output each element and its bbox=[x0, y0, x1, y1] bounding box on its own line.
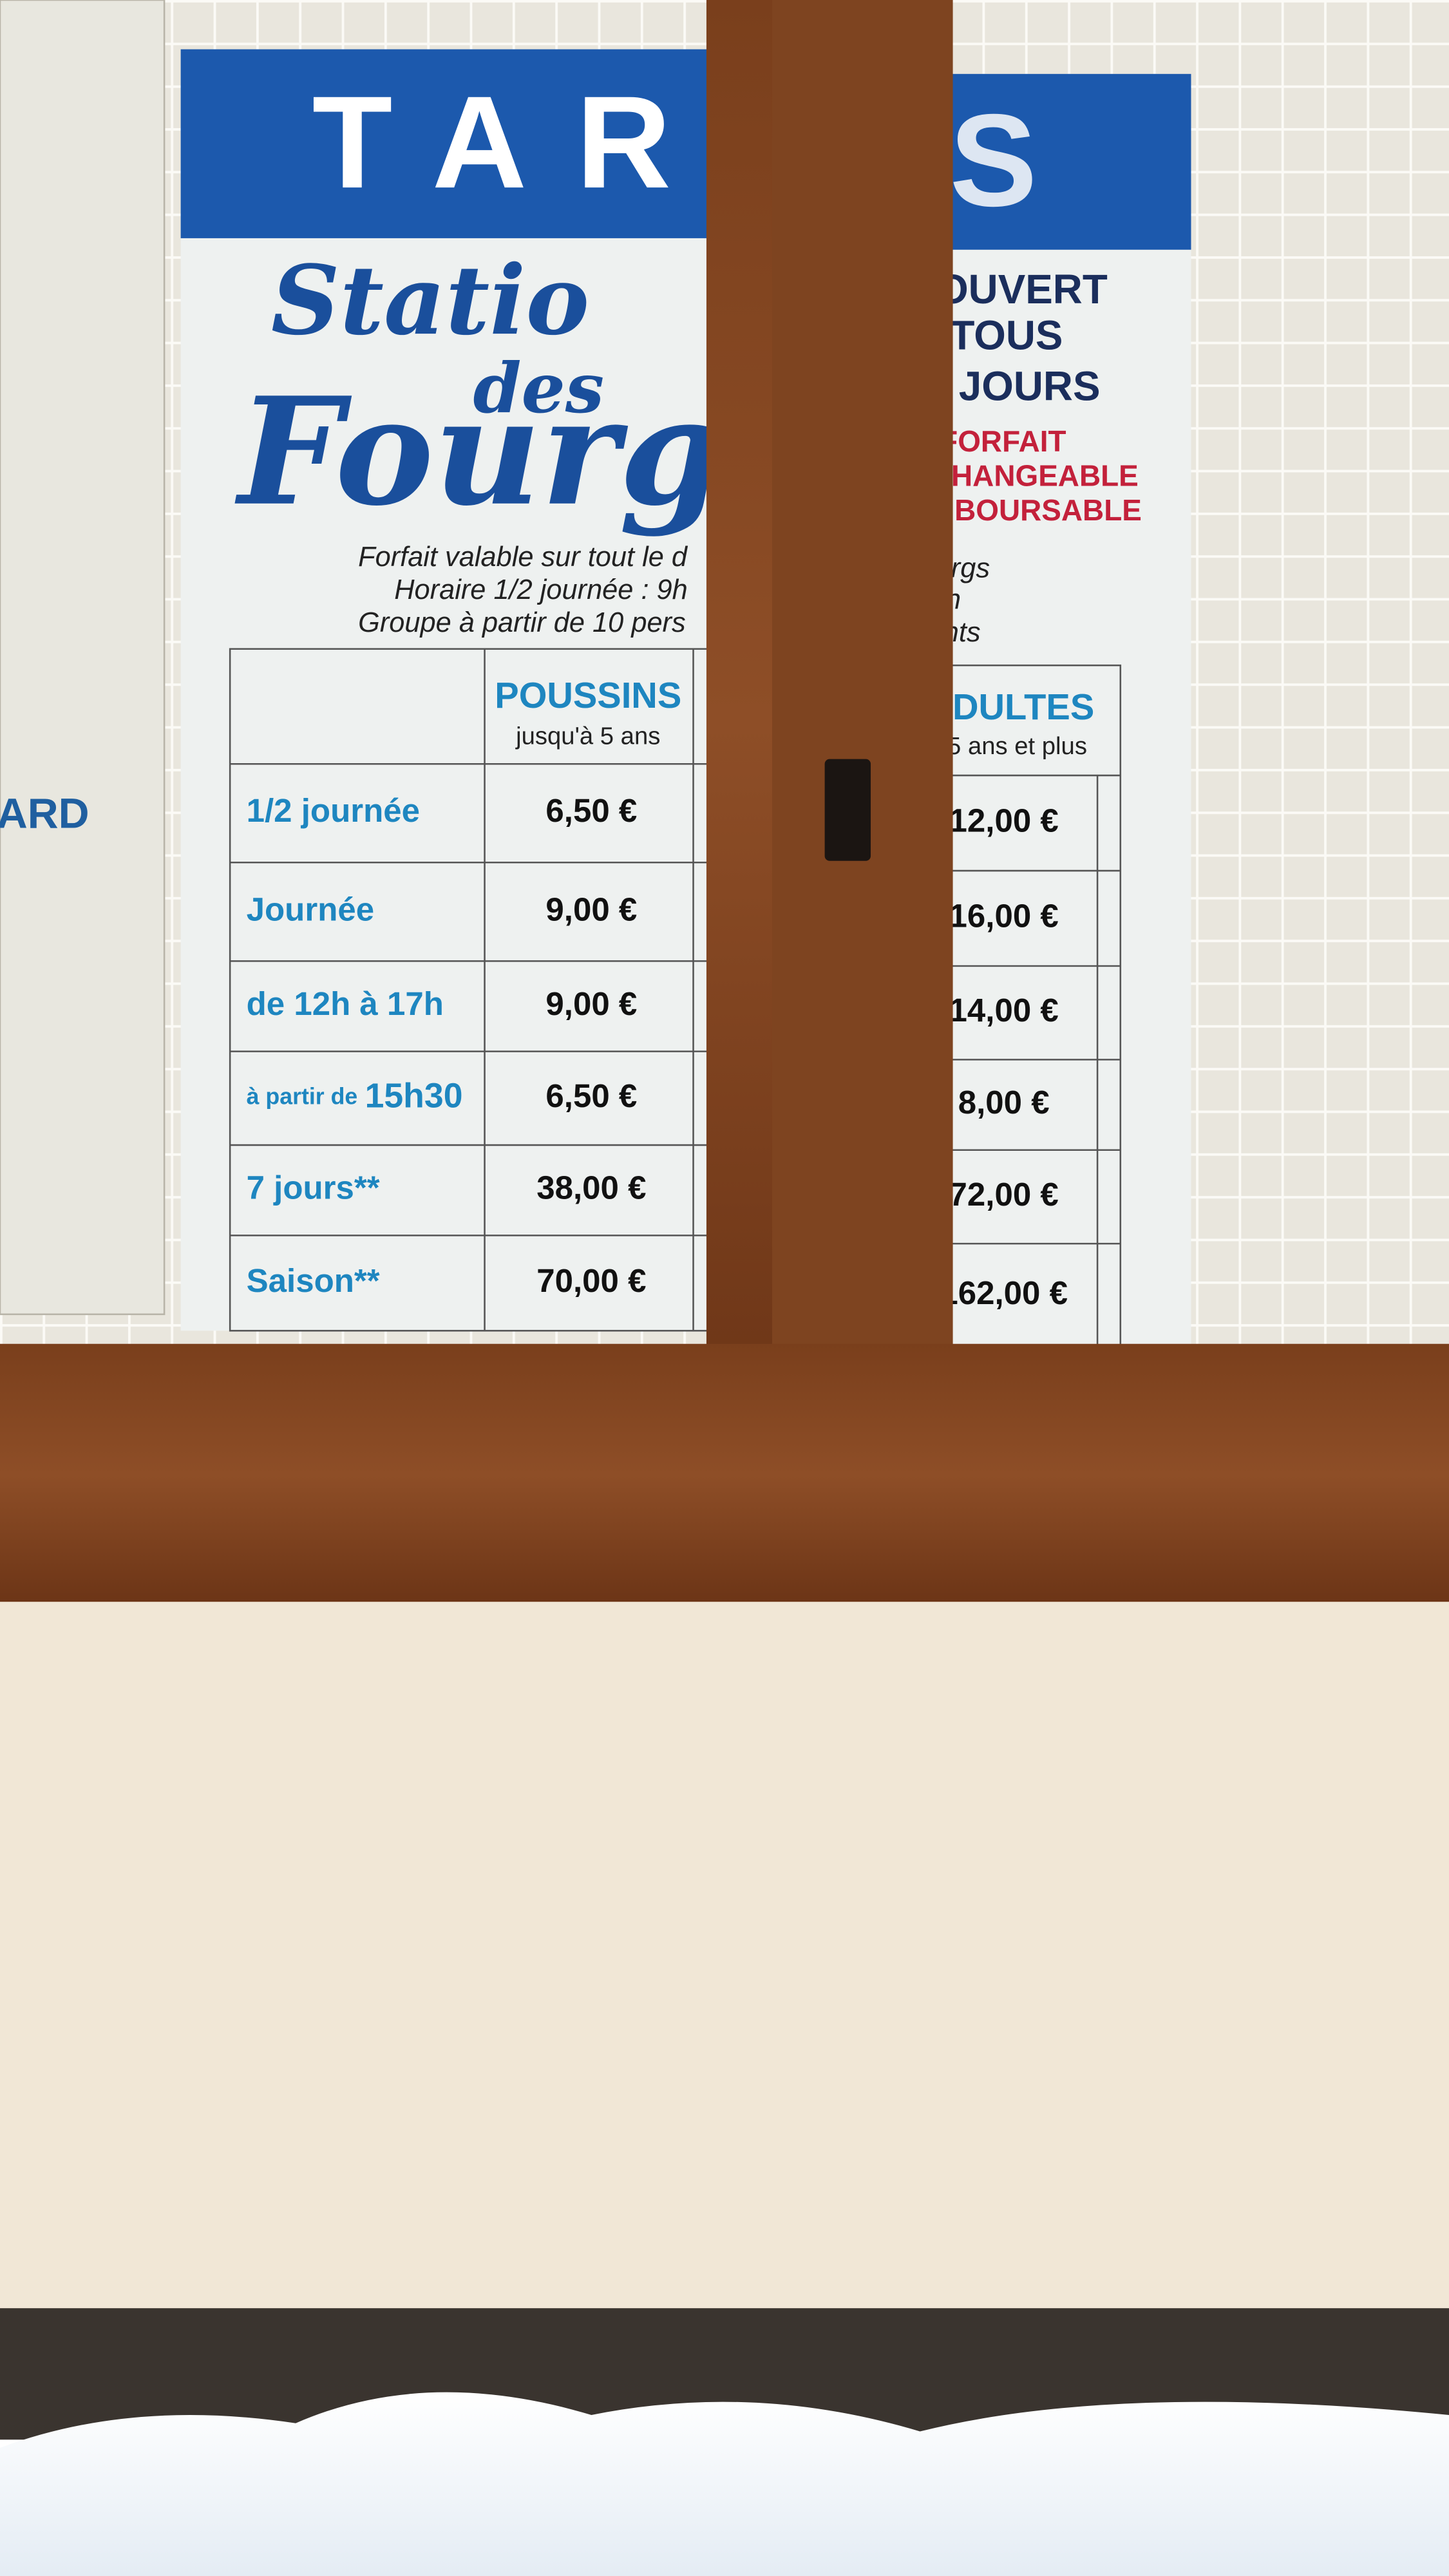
notice-line: MBOURSABLE bbox=[930, 493, 1142, 527]
price: 12,00 € bbox=[949, 802, 1059, 839]
right-table: ADULTES 15 ans et plus 12,00 € 16,00 € 14,00… bbox=[886, 664, 1122, 1349]
row-label: 7 jours** bbox=[247, 1170, 380, 1206]
left-poster bbox=[180, 49, 739, 1331]
price: 70,00 € bbox=[536, 1262, 646, 1299]
row-label: à partir de 15h30 bbox=[247, 1077, 463, 1115]
row-label-part: à partir de bbox=[247, 1084, 358, 1110]
price: 38,00 € bbox=[536, 1170, 646, 1206]
info-line: Groupe à partir de 10 pers bbox=[358, 607, 686, 638]
row-label: de 12h à 17h bbox=[247, 985, 444, 1022]
info-line: Forfait valable sur tout le d bbox=[358, 542, 688, 573]
wall bbox=[0, 1602, 1449, 2342]
row-label: Journée bbox=[247, 891, 374, 927]
notice-line: FORFAIT bbox=[940, 424, 1066, 458]
column-title: ADULTES bbox=[926, 687, 1094, 727]
title-line: des bbox=[473, 348, 604, 429]
open-line: OUVERT bbox=[936, 266, 1108, 312]
row-label-part: 15h30 bbox=[365, 1077, 463, 1115]
info-line: Horaire 1/2 journée : 9h bbox=[394, 574, 688, 605]
window-sill bbox=[0, 1343, 1449, 1607]
price: 162,00 € bbox=[940, 1274, 1068, 1311]
price: 6,50 € bbox=[545, 792, 637, 829]
notice-line: CHANGEABLE bbox=[930, 459, 1139, 492]
price: 9,00 € bbox=[545, 985, 637, 1022]
board-text: ARD bbox=[0, 790, 90, 837]
row-label: Saison** bbox=[247, 1262, 380, 1299]
header-text: S bbox=[949, 87, 1037, 234]
price: 14,00 € bbox=[949, 992, 1059, 1028]
window-handle bbox=[824, 759, 871, 861]
price: 72,00 € bbox=[949, 1176, 1059, 1213]
left-board bbox=[0, 0, 166, 1316]
column-subtitle: 15 ans et plus bbox=[934, 732, 1087, 760]
snow bbox=[0, 2392, 1449, 2576]
poster-header bbox=[180, 49, 739, 238]
window-sash bbox=[772, 0, 953, 1446]
title-line: Fourg bbox=[234, 365, 723, 539]
price: 16,00 € bbox=[949, 898, 1059, 934]
title-line: Statio bbox=[271, 244, 589, 356]
header-text: TAR bbox=[312, 69, 721, 216]
column-subtitle: jusqu'à 5 ans bbox=[515, 723, 660, 750]
price: 6,50 € bbox=[545, 1077, 637, 1114]
price: 8,00 € bbox=[958, 1084, 1050, 1121]
open-line: TOUS bbox=[949, 312, 1063, 358]
column-title: POUSSINS bbox=[495, 675, 681, 715]
row-label: 1/2 journée bbox=[247, 792, 420, 829]
price: 9,00 € bbox=[545, 891, 637, 927]
